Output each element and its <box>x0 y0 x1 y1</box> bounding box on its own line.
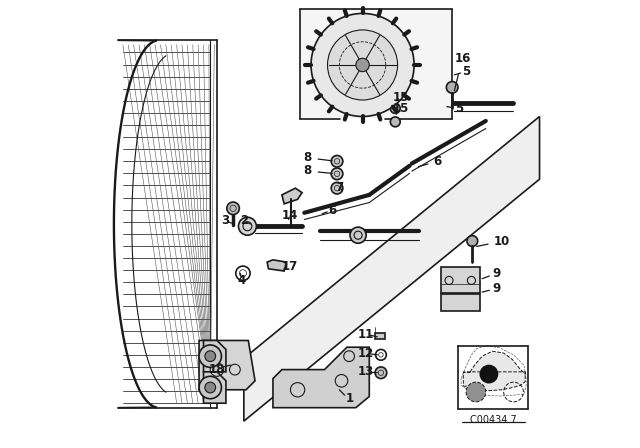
Circle shape <box>390 117 400 127</box>
Polygon shape <box>199 340 255 390</box>
Text: 13: 13 <box>358 365 374 379</box>
Circle shape <box>467 236 477 246</box>
Circle shape <box>239 270 246 277</box>
Text: 5: 5 <box>462 65 470 78</box>
Polygon shape <box>244 116 540 421</box>
FancyBboxPatch shape <box>375 333 385 339</box>
Text: 1: 1 <box>346 392 354 405</box>
Circle shape <box>466 382 486 402</box>
Text: 9: 9 <box>493 267 501 280</box>
Polygon shape <box>204 372 226 403</box>
Text: 18: 18 <box>209 362 225 376</box>
Polygon shape <box>267 260 287 271</box>
Text: 8: 8 <box>303 151 311 164</box>
Text: 10: 10 <box>493 235 509 249</box>
Circle shape <box>446 82 458 93</box>
Circle shape <box>239 217 257 235</box>
Polygon shape <box>463 372 525 391</box>
Text: 11: 11 <box>358 327 374 341</box>
Text: 16: 16 <box>454 52 470 65</box>
Circle shape <box>205 351 216 362</box>
Circle shape <box>311 13 414 116</box>
Text: 5: 5 <box>455 102 463 115</box>
Text: 12: 12 <box>358 346 374 360</box>
Text: 2: 2 <box>240 214 248 227</box>
Text: 14: 14 <box>282 208 298 222</box>
Text: 7: 7 <box>335 181 343 194</box>
Text: C00434 7: C00434 7 <box>470 415 516 425</box>
Text: 17: 17 <box>282 260 298 273</box>
Text: 9: 9 <box>493 282 501 296</box>
Circle shape <box>199 376 221 399</box>
Polygon shape <box>300 9 452 118</box>
Text: 15: 15 <box>392 102 409 115</box>
FancyBboxPatch shape <box>441 294 481 311</box>
Text: 3: 3 <box>221 214 230 227</box>
Circle shape <box>205 382 216 393</box>
Circle shape <box>328 30 397 100</box>
Circle shape <box>479 365 499 383</box>
Polygon shape <box>470 351 525 374</box>
Polygon shape <box>204 340 226 372</box>
Text: 6: 6 <box>328 204 337 217</box>
Text: 15: 15 <box>392 91 409 104</box>
Text: 6: 6 <box>433 155 442 168</box>
Circle shape <box>356 58 369 72</box>
Circle shape <box>227 202 239 215</box>
Circle shape <box>390 103 400 113</box>
Polygon shape <box>282 188 302 204</box>
Circle shape <box>375 367 387 379</box>
Polygon shape <box>273 347 369 408</box>
Text: 8: 8 <box>303 164 311 177</box>
Circle shape <box>199 345 221 367</box>
Text: 4: 4 <box>238 273 246 287</box>
Circle shape <box>350 227 366 243</box>
Circle shape <box>332 168 343 180</box>
FancyBboxPatch shape <box>441 267 481 293</box>
Circle shape <box>332 182 343 194</box>
Circle shape <box>332 155 343 167</box>
